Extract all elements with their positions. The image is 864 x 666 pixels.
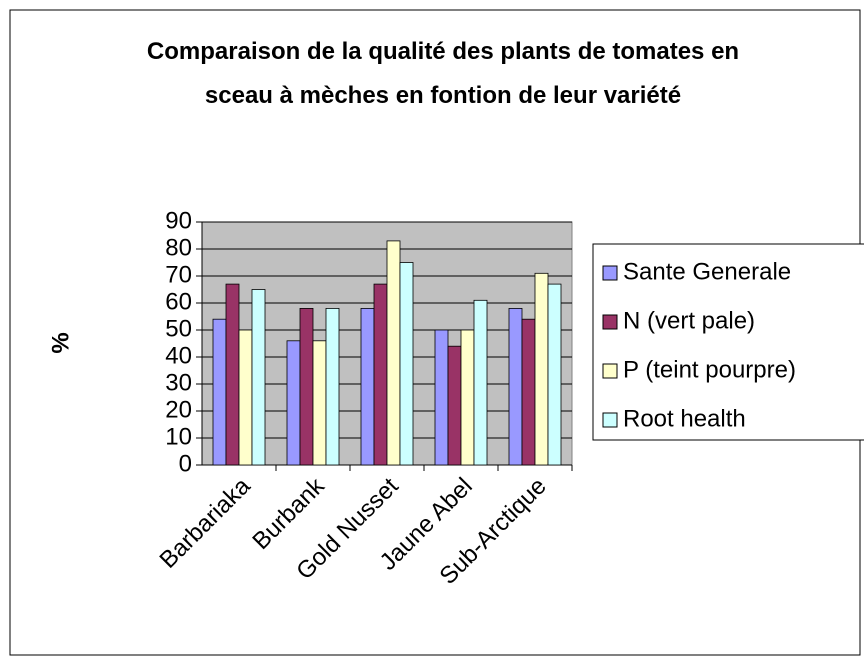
legend-swatch	[602, 265, 618, 281]
legend-label: Sante Generale	[623, 258, 791, 285]
bar	[473, 299, 488, 466]
bar	[399, 262, 414, 466]
bar	[447, 345, 462, 466]
bar	[373, 283, 388, 466]
y-tick-label: 10	[165, 423, 192, 450]
bar	[299, 307, 314, 466]
legend-swatch	[602, 314, 618, 330]
bar	[286, 340, 301, 466]
y-tick-label: 60	[165, 288, 192, 315]
bar	[251, 289, 266, 466]
y-tick-label: 40	[165, 342, 192, 369]
bar	[312, 340, 327, 466]
legend-label: N (vert pale)	[623, 307, 755, 334]
bar	[225, 283, 240, 466]
bar	[325, 307, 340, 466]
legend-label: P (teint pourpre)	[623, 356, 796, 383]
bar	[386, 240, 401, 466]
bar	[360, 307, 375, 466]
bar	[534, 272, 549, 466]
bar	[434, 329, 449, 466]
bar	[238, 329, 253, 466]
bar	[547, 283, 562, 466]
bar	[212, 318, 227, 466]
y-tick-label: 50	[165, 315, 192, 342]
chart-title: Comparaison de la qualité des plants de …	[146, 38, 740, 109]
legend-swatch	[602, 363, 618, 379]
bar	[460, 329, 475, 466]
legend-label: Root health	[623, 405, 746, 432]
y-axis-label: %	[47, 332, 74, 353]
legend-swatch	[602, 412, 618, 428]
y-tick-label: 30	[165, 369, 192, 396]
y-tick-label: 90	[165, 207, 192, 234]
bar	[521, 318, 536, 466]
y-tick-label: 80	[165, 234, 192, 261]
bar	[508, 307, 523, 466]
y-tick-label: 20	[165, 396, 192, 423]
y-tick-label: 0	[179, 450, 192, 477]
y-tick-label: 70	[165, 261, 192, 288]
legend-box	[592, 243, 864, 441]
